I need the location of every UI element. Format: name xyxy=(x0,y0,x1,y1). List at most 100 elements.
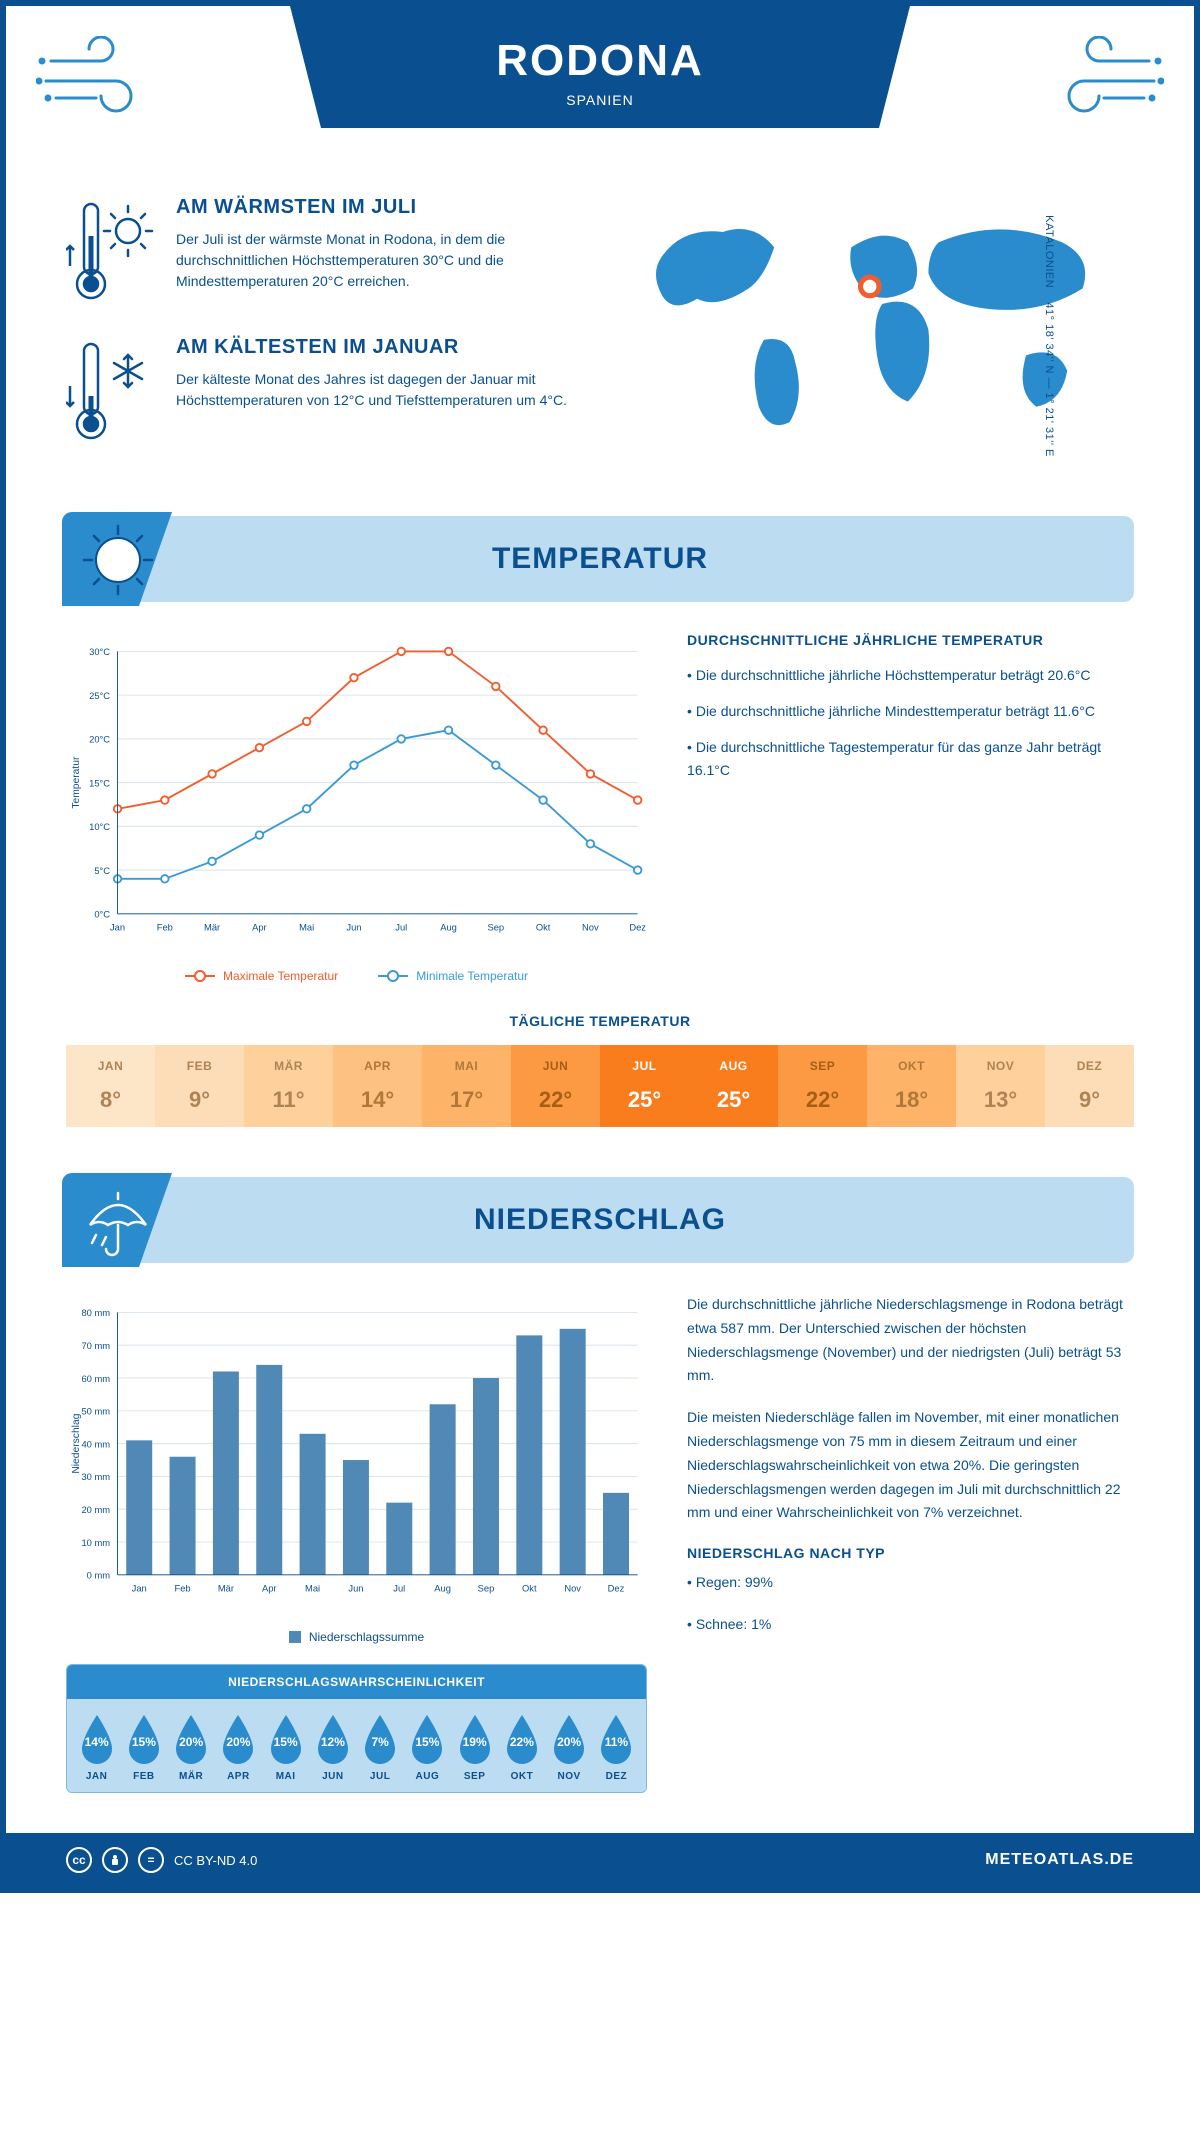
raindrop-icon: 22% xyxy=(501,1713,543,1765)
temp-cell: JAN8° xyxy=(66,1045,155,1127)
svg-text:0°C: 0°C xyxy=(94,910,110,920)
svg-text:Jan: Jan xyxy=(132,1584,147,1594)
svg-text:Dez: Dez xyxy=(629,923,646,933)
thermometer-snow-icon xyxy=(66,336,156,446)
svg-text:30 mm: 30 mm xyxy=(81,1472,110,1482)
wind-icon xyxy=(36,36,156,126)
svg-text:5°C: 5°C xyxy=(94,866,110,876)
cc-icon: cc xyxy=(66,1847,92,1873)
svg-text:Okt: Okt xyxy=(522,1584,537,1594)
temp-cell: SEP22° xyxy=(778,1045,867,1127)
svg-text:20°C: 20°C xyxy=(89,735,110,745)
temp-cell: APR14° xyxy=(333,1045,422,1127)
header: RODONA SPANIEN xyxy=(6,6,1194,176)
raindrop-icon: 15% xyxy=(406,1713,448,1765)
raindrop-icon: 7% xyxy=(359,1713,401,1765)
svg-text:Jul: Jul xyxy=(395,923,407,933)
prob-cell: 20%APR xyxy=(215,1713,262,1782)
world-map xyxy=(620,196,1134,436)
by-icon xyxy=(102,1847,128,1873)
raindrop-icon: 15% xyxy=(265,1713,307,1765)
prob-cell: 20%NOV xyxy=(546,1713,593,1782)
svg-text:Mär: Mär xyxy=(218,1584,234,1594)
svg-text:Aug: Aug xyxy=(434,1584,451,1594)
svg-text:Mai: Mai xyxy=(305,1584,320,1594)
prob-cell: 22%OKT xyxy=(498,1713,545,1782)
raindrop-icon: 14% xyxy=(76,1713,118,1765)
brand: METEOATLAS.DE xyxy=(985,1851,1134,1869)
cold-text: Der kälteste Monat des Jahres ist dagege… xyxy=(176,369,580,411)
legend-max: Maximale Temperatur xyxy=(185,969,338,983)
prob-title: NIEDERSCHLAGSWAHRSCHEINLICHKEIT xyxy=(67,1665,646,1699)
precip-section-title: NIEDERSCHLAG xyxy=(474,1203,726,1237)
temp-cell: NOV13° xyxy=(956,1045,1045,1127)
svg-text:Apr: Apr xyxy=(252,923,267,933)
raindrop-icon: 12% xyxy=(312,1713,354,1765)
temperature-header: TEMPERATUR xyxy=(66,516,1134,602)
temp-cell: OKT18° xyxy=(867,1045,956,1127)
svg-text:Sep: Sep xyxy=(478,1584,495,1594)
wind-icon xyxy=(1044,36,1164,126)
thermometer-sun-icon xyxy=(66,196,156,306)
coordinates: KATALONIEN 41° 18' 34'' N — 1° 21' 31'' … xyxy=(1043,215,1055,457)
raindrop-icon: 19% xyxy=(454,1713,496,1765)
svg-text:10°C: 10°C xyxy=(89,822,110,832)
svg-text:15°C: 15°C xyxy=(89,778,110,788)
temp-cell: JUN22° xyxy=(511,1045,600,1127)
svg-text:Mär: Mär xyxy=(204,923,220,933)
prob-cell: 20%MÄR xyxy=(168,1713,215,1782)
warm-title: AM WÄRMSTEN IM JULI xyxy=(176,196,580,219)
svg-text:Aug: Aug xyxy=(440,923,457,933)
svg-text:25°C: 25°C xyxy=(89,691,110,701)
svg-text:Jun: Jun xyxy=(346,923,361,933)
temp-cell: DEZ9° xyxy=(1045,1045,1134,1127)
svg-text:Dez: Dez xyxy=(608,1584,625,1594)
raindrop-icon: 20% xyxy=(170,1713,212,1765)
temp-cell: FEB9° xyxy=(155,1045,244,1127)
svg-text:Jun: Jun xyxy=(348,1584,363,1594)
intro-row: AM WÄRMSTEN IM JULI Der Juli ist der wär… xyxy=(66,196,1134,476)
svg-text:Jul: Jul xyxy=(393,1584,405,1594)
raindrop-icon: 20% xyxy=(548,1713,590,1765)
legend-min: Minimale Temperatur xyxy=(378,969,528,983)
license-text: CC BY-ND 4.0 xyxy=(174,1853,257,1868)
prob-cell: 14%JAN xyxy=(73,1713,120,1782)
prob-cell: 19%SEP xyxy=(451,1713,498,1782)
svg-text:Temperatur: Temperatur xyxy=(71,756,82,809)
umbrella-icon xyxy=(78,1181,158,1261)
cold-fact: AM KÄLTESTEN IM JANUAR Der kälteste Mona… xyxy=(66,336,580,446)
prob-cell: 7%JUL xyxy=(357,1713,404,1782)
precipitation-header: NIEDERSCHLAG xyxy=(66,1177,1134,1263)
svg-text:50 mm: 50 mm xyxy=(81,1407,110,1417)
cold-title: AM KÄLTESTEN IM JANUAR xyxy=(176,336,580,359)
warm-text: Der Juli ist der wärmste Monat in Rodona… xyxy=(176,229,580,292)
footer: cc = CC BY-ND 4.0 METEOATLAS.DE xyxy=(6,1833,1194,1887)
title-banner: RODONA SPANIEN xyxy=(290,6,910,128)
daily-temp-strip: JAN8°FEB9°MÄR11°APR14°MAI17°JUN22°JUL25°… xyxy=(66,1045,1134,1127)
temperature-line-chart: 0°C5°C10°C15°C20°C25°C30°CJanFebMärAprMa… xyxy=(66,632,647,983)
svg-text:40 mm: 40 mm xyxy=(81,1439,110,1449)
svg-text:70 mm: 70 mm xyxy=(81,1341,110,1351)
svg-text:Sep: Sep xyxy=(487,923,504,933)
temp-section-title: TEMPERATUR xyxy=(492,542,708,576)
temp-cell: JUL25° xyxy=(600,1045,689,1127)
daily-temp-title: TÄGLICHE TEMPERATUR xyxy=(66,1013,1134,1029)
svg-text:Apr: Apr xyxy=(262,1584,277,1594)
raindrop-icon: 11% xyxy=(595,1713,637,1765)
temperature-info: DURCHSCHNITTLICHE JÄHRLICHE TEMPERATUR •… xyxy=(687,632,1134,983)
sun-icon xyxy=(78,520,158,600)
svg-text:Jan: Jan xyxy=(110,923,125,933)
svg-text:10 mm: 10 mm xyxy=(81,1538,110,1548)
temp-cell: MAI17° xyxy=(422,1045,511,1127)
svg-text:Okt: Okt xyxy=(536,923,551,933)
temp-cell: AUG25° xyxy=(689,1045,778,1127)
precipitation-bar-chart: 0 mm10 mm20 mm30 mm40 mm50 mm60 mm70 mm8… xyxy=(66,1293,647,1644)
nd-icon: = xyxy=(138,1847,164,1873)
prob-cell: 15%AUG xyxy=(404,1713,451,1782)
infographic-container: RODONA SPANIEN xyxy=(0,0,1200,1893)
svg-text:0 mm: 0 mm xyxy=(87,1571,111,1581)
location-title: RODONA xyxy=(290,36,910,86)
svg-text:Nov: Nov xyxy=(582,923,599,933)
svg-text:30°C: 30°C xyxy=(89,647,110,657)
svg-text:80 mm: 80 mm xyxy=(81,1308,110,1318)
